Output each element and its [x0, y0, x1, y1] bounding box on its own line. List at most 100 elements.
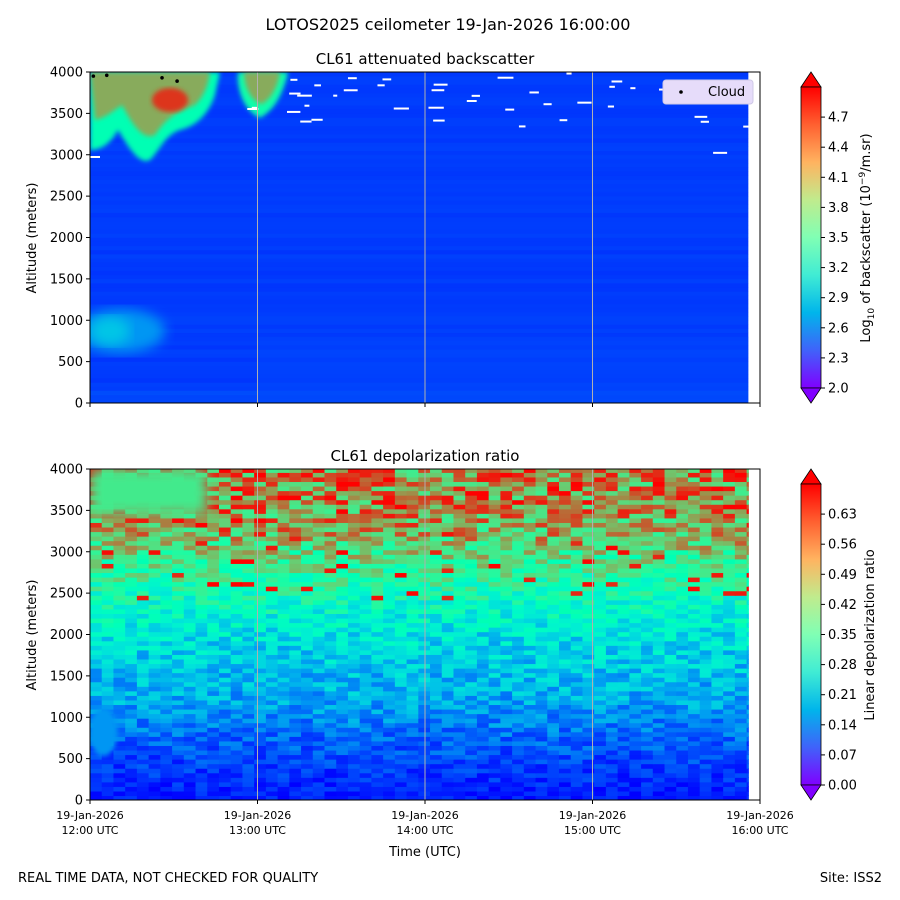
- dp-cell: [488, 481, 501, 487]
- dp-cell: [125, 722, 138, 728]
- dp-cell: [195, 545, 208, 551]
- dp-cell: [594, 690, 607, 696]
- dp-cell: [535, 631, 548, 637]
- dp-cell: [148, 640, 161, 646]
- dp-cell: [559, 581, 572, 587]
- dp-cell: [218, 545, 232, 551]
- dp-cell: [195, 686, 208, 692]
- dp-cell: [441, 554, 455, 560]
- dp-cell: [265, 781, 279, 787]
- dp-cell: [641, 549, 654, 555]
- dp-cell: [324, 768, 337, 774]
- bs-band: [90, 125, 749, 131]
- dp-cell: [547, 581, 560, 587]
- dp-cell: [207, 781, 220, 787]
- dp-cell: [394, 526, 408, 533]
- dp-cell: [453, 476, 466, 483]
- dp-cell: [207, 713, 220, 719]
- dp-cell: [453, 536, 466, 542]
- dp-cell: [570, 690, 584, 696]
- dp-cell: [418, 768, 431, 774]
- dp-cell: [301, 772, 314, 778]
- dp-cell: [512, 531, 525, 537]
- dp-cell: [500, 695, 513, 701]
- dp-cell: [723, 649, 736, 655]
- dp-cell: [324, 795, 337, 800]
- dp-cell: [535, 472, 548, 478]
- colorbar-tick-label: 2.9: [828, 291, 849, 306]
- dp-cell: [301, 658, 314, 665]
- dp-cell: [324, 622, 337, 628]
- dp-cell: [289, 790, 302, 797]
- dp-cell: [394, 686, 408, 692]
- backscatter-panel: CL61 attenuated backscatter 050010001500…: [25, 50, 877, 412]
- dp-cell: [207, 749, 220, 756]
- dp-cell: [172, 713, 185, 719]
- dp-cell: [101, 554, 115, 560]
- dp-cell: [664, 472, 677, 478]
- dp-cell: [218, 681, 232, 687]
- dp-cell: [512, 522, 525, 528]
- dp-cell: [101, 513, 115, 519]
- dp-cell: [430, 586, 443, 592]
- dp-cell: [113, 695, 126, 701]
- dp-cell: [441, 595, 455, 601]
- dp-cell: [582, 695, 595, 701]
- dp-cell: [324, 731, 337, 737]
- dp-cell: [312, 522, 326, 528]
- dp-cell: [465, 736, 478, 742]
- dp-cell: [687, 699, 701, 706]
- dp-cell: [512, 472, 525, 478]
- dp-cell: [347, 781, 361, 787]
- dp-cell: [230, 645, 244, 651]
- dp-cell: [488, 554, 501, 560]
- dp-cell: [652, 636, 666, 642]
- dp-cell: [90, 513, 103, 519]
- dp-cell: [734, 586, 748, 592]
- dp-cell: [406, 508, 419, 514]
- bs-band: [90, 353, 749, 358]
- dp-cell: [359, 740, 372, 746]
- dp-cell: [265, 526, 279, 533]
- dp-cell: [687, 522, 701, 528]
- dp-cell: [207, 563, 220, 569]
- dp-cell: [441, 727, 455, 733]
- dp-cell: [113, 622, 126, 628]
- dp-cell: [617, 795, 630, 800]
- dp-cell: [136, 690, 150, 696]
- dp-cell: [371, 695, 384, 701]
- dp-cell: [676, 567, 689, 574]
- dp-cell: [488, 781, 501, 787]
- dp-cell: [148, 677, 161, 683]
- dp-cell: [242, 613, 255, 619]
- dp-cell: [242, 636, 255, 642]
- dp-cell: [277, 631, 290, 637]
- dp-cell: [664, 581, 677, 587]
- dp-cell: [535, 672, 548, 678]
- dp-cell: [500, 759, 513, 765]
- dp-cell: [594, 759, 607, 765]
- dp-cell: [652, 759, 666, 765]
- dp-cell: [734, 590, 748, 596]
- dp-cell: [582, 722, 595, 728]
- dp-cell: [711, 777, 724, 783]
- dp-cell: [594, 777, 607, 783]
- dp-cell: [265, 668, 279, 674]
- dp-cell: [734, 695, 748, 701]
- dp-cell: [301, 513, 314, 519]
- dp-cell: [711, 476, 724, 483]
- dp-cell: [359, 772, 372, 778]
- dp-cell: [312, 708, 326, 715]
- dp-cell: [488, 759, 501, 765]
- dp-cell: [453, 604, 466, 610]
- dp-cell: [723, 504, 736, 510]
- dp-cell: [652, 681, 666, 687]
- dp-cell: [430, 727, 443, 733]
- dp-cell: [641, 713, 654, 719]
- dp-cell: [641, 681, 654, 687]
- dp-cell: [324, 772, 337, 778]
- dp-cell: [277, 622, 290, 628]
- bs-band: [90, 266, 749, 271]
- dp-cell: [430, 795, 443, 800]
- dp-cell: [160, 604, 173, 610]
